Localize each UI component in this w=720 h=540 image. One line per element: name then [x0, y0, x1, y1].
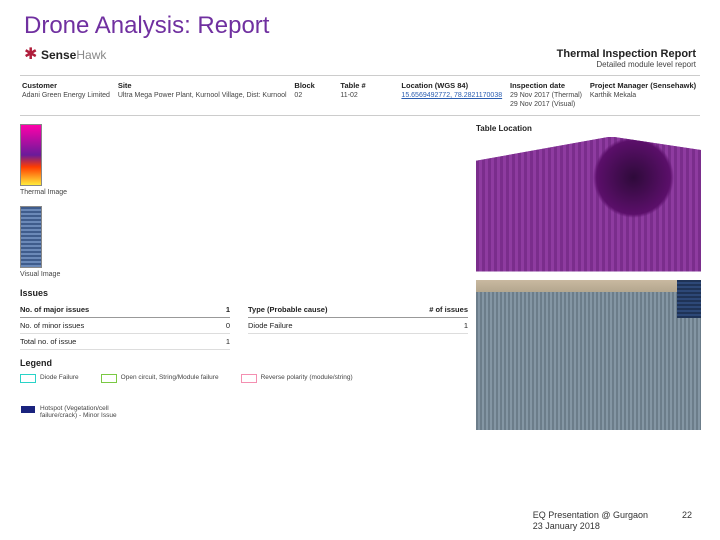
meta-label: Site [118, 81, 289, 90]
right-column: Table Location [476, 124, 701, 430]
meta-table: Table # 11-02 [340, 81, 395, 110]
swatch-icon [101, 374, 117, 383]
issue-type-table: Type (Probable cause) # of issues Diode … [248, 302, 468, 334]
cell: No. of major issues [20, 305, 89, 314]
table-row: No. of major issues 1 [20, 302, 230, 318]
table-row: Type (Probable cause) # of issues [248, 302, 468, 318]
cell: 1 [226, 305, 230, 314]
table-row: No. of minor issues 0 [20, 318, 230, 334]
report-container: SenseHawk Thermal Inspection Report Deta… [20, 48, 700, 498]
report-title-sub: Detailed module level report [557, 60, 696, 69]
cell: 0 [226, 321, 230, 330]
slide-title: Drone Analysis: Report [0, 0, 720, 46]
meta-value: Adani Green Energy Limited [22, 92, 112, 101]
legend-item: Open circuit, String/Module failure [101, 374, 219, 383]
meta-row: Customer Adani Green Energy Limited Site… [20, 75, 700, 116]
cell: 1 [464, 321, 468, 330]
thermal-thumb-label: Thermal Image [20, 189, 468, 196]
cell: # of issues [429, 305, 468, 314]
meta-customer: Customer Adani Green Energy Limited [22, 81, 112, 110]
swatch-icon [241, 374, 257, 383]
footer-text: EQ Presentation @ Gurgaon23 January 2018 [533, 510, 648, 532]
table-row: Total no. of issue 1 [20, 334, 230, 350]
legend-label: Open circuit, String/Module failure [121, 374, 219, 381]
cell: 1 [226, 337, 230, 346]
meta-label: Block [294, 81, 334, 90]
table-row: Diode Failure 1 [248, 318, 468, 334]
slide-footer: EQ Presentation @ Gurgaon23 January 2018… [533, 510, 692, 532]
cell: No. of minor issues [20, 321, 84, 330]
meta-location: Location (WGS 84) 15.6569492772, 78.2821… [401, 81, 504, 110]
legend-item: Diode Failure [20, 374, 79, 383]
report-body: Thermal Image Visual Image Issues No. of… [20, 124, 700, 430]
thermal-map-image [476, 137, 701, 272]
issues-wrap: No. of major issues 1 No. of minor issue… [20, 302, 468, 350]
thermal-thumb-block: Thermal Image [20, 124, 468, 196]
legend-label: Diode Failure [40, 374, 79, 381]
issues-header: Issues [20, 288, 468, 298]
legend-item: Reverse polarity (module/string) [241, 374, 353, 383]
report-header: SenseHawk Thermal Inspection Report Deta… [20, 48, 700, 75]
meta-inspection: Inspection date 29 Nov 2017 (Thermal) 29… [510, 81, 584, 110]
logo-text: SenseHawk [41, 48, 106, 62]
meta-label: Inspection date [510, 81, 584, 90]
inspection-thermal: 29 Nov 2017 (Thermal) [510, 92, 582, 99]
issues-table: No. of major issues 1 No. of minor issue… [20, 302, 230, 350]
meta-block: Block 02 [294, 81, 334, 110]
inspection-visual: 29 Nov 2017 (Visual) [510, 101, 575, 108]
report-title: Thermal Inspection Report Detailed modul… [557, 48, 696, 69]
meta-pm: Project Manager (Sensehawk) Karthik Meka… [590, 81, 698, 110]
meta-label: Location (WGS 84) [401, 81, 504, 90]
visual-map-image [476, 280, 701, 430]
logo-brand-1: Sense [41, 48, 76, 62]
cell: Total no. of issue [20, 337, 76, 346]
logo: SenseHawk [24, 48, 106, 62]
cell: Diode Failure [248, 321, 293, 330]
meta-value: 02 [294, 92, 334, 101]
visual-thumb-block: Visual Image [20, 206, 468, 278]
meta-site: Site Ultra Mega Power Plant, Kurnool Vil… [118, 81, 289, 110]
swatch-icon [20, 405, 36, 414]
left-column: Thermal Image Visual Image Issues No. of… [20, 124, 468, 430]
swatch-icon [20, 374, 36, 383]
meta-label: Customer [22, 81, 112, 90]
legend-label: Hotspot (Vegetation/cell failure/crack) … [40, 405, 140, 419]
legend-label: Reverse polarity (module/string) [261, 374, 353, 381]
page-number: 22 [682, 510, 692, 520]
meta-value: 11-02 [340, 92, 395, 101]
meta-value: 29 Nov 2017 (Thermal) 29 Nov 2017 (Visua… [510, 92, 584, 110]
meta-label: Project Manager (Sensehawk) [590, 81, 698, 90]
sensehawk-logo-icon [24, 48, 38, 62]
logo-brand-2: Hawk [76, 48, 106, 62]
thermal-thumbnail [20, 124, 42, 186]
visual-thumb-label: Visual Image [20, 271, 468, 278]
meta-label: Table # [340, 81, 395, 90]
table-location-header: Table Location [476, 124, 701, 133]
location-link[interactable]: 15.6569492772, 78.2821170038 [401, 92, 502, 99]
meta-value: Karthik Mekala [590, 92, 698, 101]
cell: Type (Probable cause) [248, 305, 327, 314]
visual-thumbnail [20, 206, 42, 268]
legend-header: Legend [20, 358, 468, 368]
report-title-main: Thermal Inspection Report [557, 48, 696, 60]
legend-row: Diode Failure Open circuit, String/Modul… [20, 374, 468, 419]
legend-item: Hotspot (Vegetation/cell failure/crack) … [20, 405, 140, 419]
meta-value: Ultra Mega Power Plant, Kurnool Village,… [118, 92, 289, 101]
